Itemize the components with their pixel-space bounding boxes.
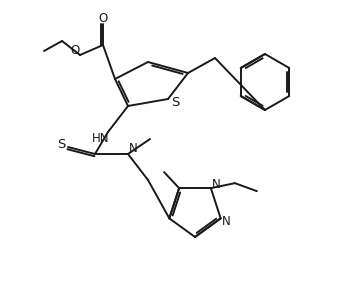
Text: S: S (171, 96, 179, 110)
Text: HN: HN (92, 131, 110, 145)
Text: N: N (129, 142, 137, 154)
Text: N: N (212, 178, 220, 191)
Text: S: S (57, 138, 65, 152)
Text: O: O (70, 44, 80, 56)
Text: O: O (98, 11, 108, 25)
Text: N: N (222, 215, 231, 228)
